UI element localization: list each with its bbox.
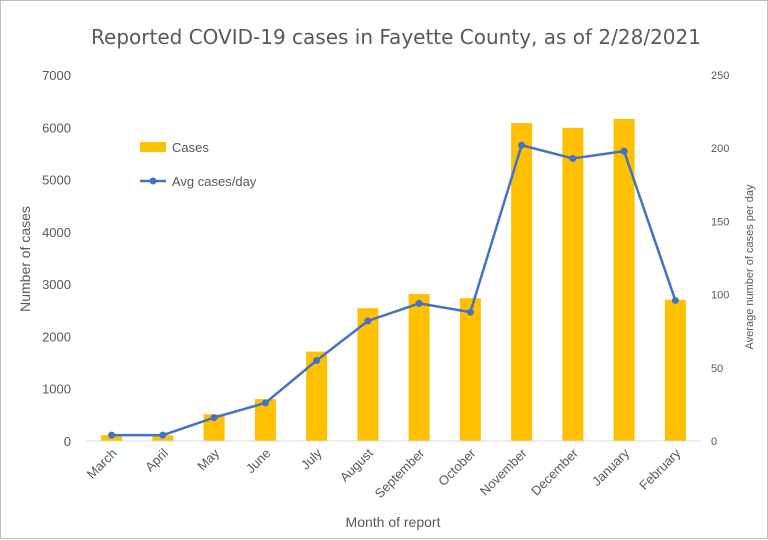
x-tick-label: February: [636, 445, 684, 493]
x-tick-label: March: [84, 446, 120, 482]
y-tick-label: 2000: [42, 329, 71, 344]
bar-july: [306, 351, 328, 441]
x-tick-label: April: [142, 445, 171, 474]
point-february: [671, 296, 679, 304]
point-june: [261, 399, 269, 407]
x-tick-label: May: [194, 445, 222, 473]
y2-axis-label: Average number of cases per day: [744, 184, 756, 349]
point-april: [159, 431, 167, 439]
point-march: [108, 431, 116, 439]
x-tick-label: August: [337, 445, 376, 484]
point-december: [569, 154, 577, 162]
y-tick-label: 3000: [42, 277, 71, 292]
y2-tick-label: 100: [711, 290, 729, 302]
point-january: [620, 147, 628, 155]
y-tick-label: 6000: [42, 120, 71, 135]
avg-line: [111, 144, 677, 437]
x-tick-label: January: [589, 445, 633, 489]
y-axis-ticks: 0 1000 2000 3000 4000 5000 6000 7000: [42, 68, 71, 449]
point-october: [466, 308, 474, 316]
y-tick-label: 1000: [42, 382, 71, 397]
x-axis-label: Month of report: [346, 514, 441, 530]
y2-tick-label: 50: [711, 363, 723, 375]
point-september: [415, 299, 423, 307]
x-tick-label: July: [298, 445, 325, 472]
y2-tick-label: 150: [711, 216, 729, 228]
bar-august: [357, 308, 379, 441]
bar-may: [203, 414, 225, 441]
legend-label-avg: Avg cases/day: [172, 174, 257, 189]
y-tick-label: 0: [64, 434, 71, 449]
bar-february: [664, 299, 686, 441]
x-tick-label: November: [477, 445, 530, 498]
legend-label-cases: Cases: [172, 140, 209, 155]
bar-october: [459, 298, 481, 441]
bar-december: [562, 127, 584, 442]
y2-axis-ticks: 0 50 100 150 200 250: [711, 70, 729, 448]
bar-september: [408, 294, 430, 441]
legend-marker-avg: [149, 177, 157, 185]
y-tick-label: 5000: [42, 173, 71, 188]
y-axis-label: Number of cases: [17, 206, 33, 312]
point-august: [364, 317, 372, 325]
x-tick-label: October: [435, 445, 479, 489]
bar-series: [101, 118, 686, 442]
y2-tick-label: 200: [711, 143, 729, 155]
point-may: [210, 414, 218, 422]
bar-november: [511, 123, 533, 442]
y-tick-label: 4000: [42, 225, 71, 240]
x-tick-label: June: [243, 446, 274, 477]
legend-swatch-cases: [140, 142, 166, 152]
bar-january: [613, 118, 635, 442]
x-tick-label: December: [528, 445, 581, 498]
x-tick-label: September: [372, 445, 428, 501]
legend: Cases Avg cases/day: [140, 140, 257, 189]
bar-june: [254, 399, 276, 441]
y2-tick-label: 250: [711, 70, 729, 82]
chart-title: Reported COVID-19 cases in Fayette Count…: [91, 25, 701, 49]
y-tick-label: 7000: [42, 68, 71, 83]
point-november: [518, 141, 526, 149]
line-series: [108, 141, 679, 439]
y2-tick-label: 0: [711, 436, 717, 448]
point-july: [313, 356, 321, 364]
